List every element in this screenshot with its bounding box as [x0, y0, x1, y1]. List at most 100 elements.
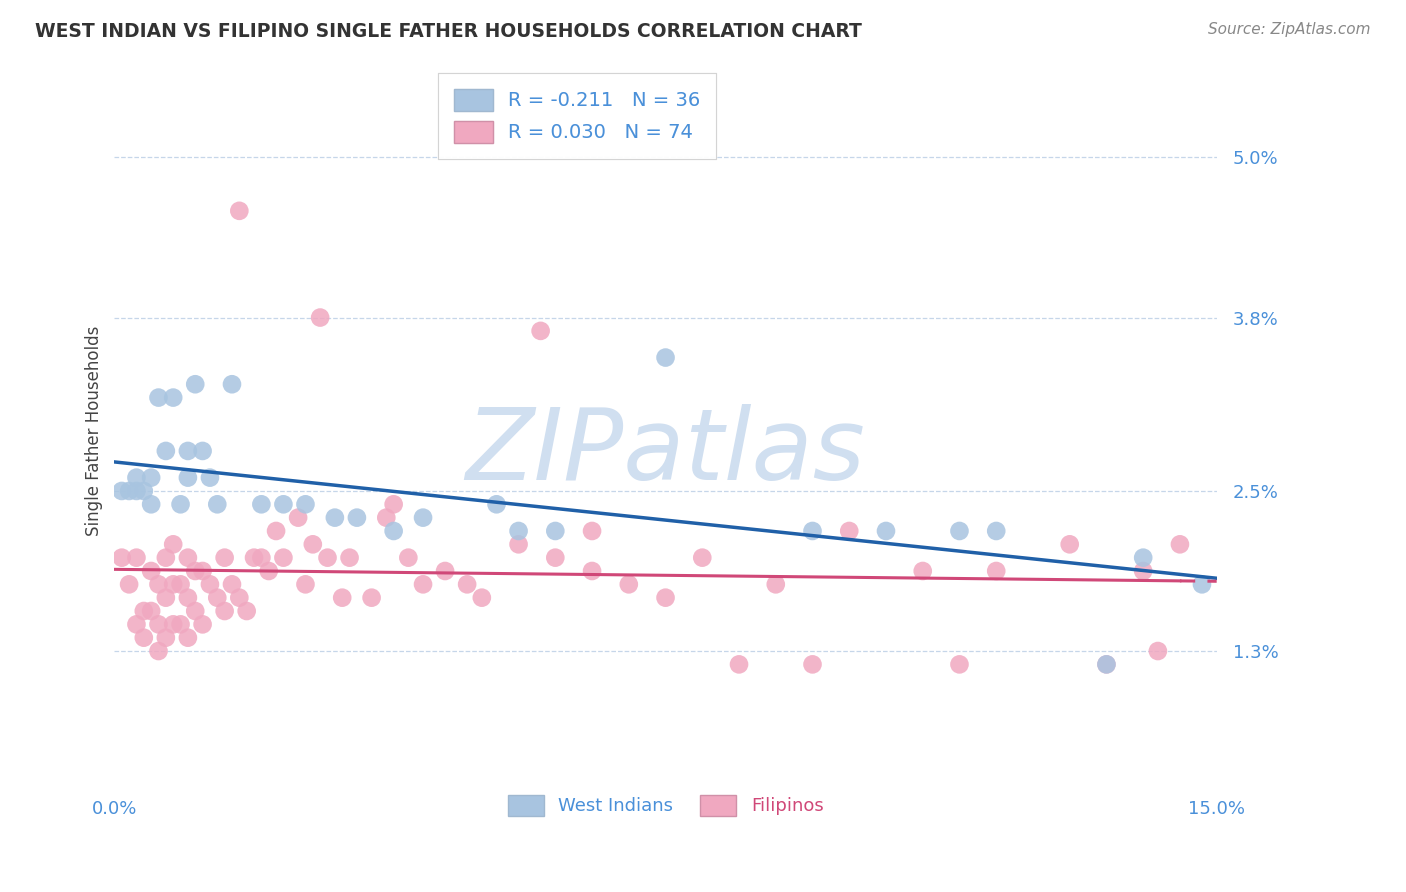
Point [948, 657, 970, 672]
Point [221, 577, 243, 591]
Point [162, 617, 184, 632]
Point [456, 577, 478, 591]
Point [214, 550, 236, 565]
Point [544, 550, 567, 565]
Point [346, 510, 368, 524]
Point [198, 470, 221, 484]
Point [508, 537, 530, 551]
Point [485, 497, 508, 511]
Point [309, 310, 332, 325]
Point [1059, 537, 1081, 551]
Point [728, 657, 751, 672]
Point [1095, 657, 1118, 672]
Point [801, 657, 824, 672]
Point [184, 604, 207, 618]
Point [191, 617, 214, 632]
Point [530, 324, 553, 338]
Point [273, 550, 295, 565]
Point [184, 377, 207, 392]
Point [316, 550, 339, 565]
Point [986, 564, 1008, 578]
Point [155, 631, 177, 645]
Point [1132, 550, 1154, 565]
Point [986, 524, 1008, 538]
Point [294, 497, 316, 511]
Point [1147, 644, 1170, 658]
Point [434, 564, 457, 578]
Point [544, 524, 567, 538]
Point [148, 391, 170, 405]
Point [118, 577, 141, 591]
Point [141, 470, 163, 484]
Point [148, 644, 170, 658]
Point [294, 577, 316, 591]
Point [132, 483, 155, 498]
Point [184, 564, 207, 578]
Point [162, 537, 184, 551]
Point [221, 377, 243, 392]
Point [177, 444, 200, 458]
Point [654, 591, 676, 605]
Point [235, 604, 257, 618]
Point [243, 550, 266, 565]
Point [228, 591, 250, 605]
Point [169, 617, 191, 632]
Point [207, 591, 229, 605]
Point [1132, 564, 1154, 578]
Point [162, 577, 184, 591]
Point [177, 631, 200, 645]
Point [330, 591, 353, 605]
Point [323, 510, 346, 524]
Point [617, 577, 640, 591]
Point [169, 497, 191, 511]
Point [198, 577, 221, 591]
Point [273, 497, 295, 511]
Point [801, 524, 824, 538]
Point [169, 577, 191, 591]
Point [287, 510, 309, 524]
Point [132, 604, 155, 618]
Point [471, 591, 494, 605]
Point [382, 497, 405, 511]
Point [125, 617, 148, 632]
Point [162, 391, 184, 405]
Point [875, 524, 897, 538]
Point [838, 524, 860, 538]
Point [581, 524, 603, 538]
Point [339, 550, 361, 565]
Point [132, 631, 155, 645]
Point [396, 550, 419, 565]
Point [141, 604, 163, 618]
Point [412, 510, 434, 524]
Point [228, 203, 250, 218]
Legend: West Indians, Filipinos: West Indians, Filipinos [499, 786, 832, 825]
Point [148, 617, 170, 632]
Point [155, 550, 177, 565]
Point [911, 564, 934, 578]
Point [191, 444, 214, 458]
Point [250, 497, 273, 511]
Point [125, 470, 148, 484]
Point [214, 604, 236, 618]
Point [1191, 577, 1213, 591]
Point [301, 537, 323, 551]
Point [118, 483, 141, 498]
Point [155, 444, 177, 458]
Point [155, 591, 177, 605]
Point [148, 577, 170, 591]
Point [360, 591, 382, 605]
Point [948, 524, 970, 538]
Point [141, 497, 163, 511]
Point [191, 564, 214, 578]
Point [177, 550, 200, 565]
Point [250, 550, 273, 565]
Point [111, 550, 134, 565]
Point [412, 577, 434, 591]
Text: Source: ZipAtlas.com: Source: ZipAtlas.com [1208, 22, 1371, 37]
Point [125, 483, 148, 498]
Point [1095, 657, 1118, 672]
Point [177, 591, 200, 605]
Point [581, 564, 603, 578]
Point [1168, 537, 1191, 551]
Point [207, 497, 229, 511]
